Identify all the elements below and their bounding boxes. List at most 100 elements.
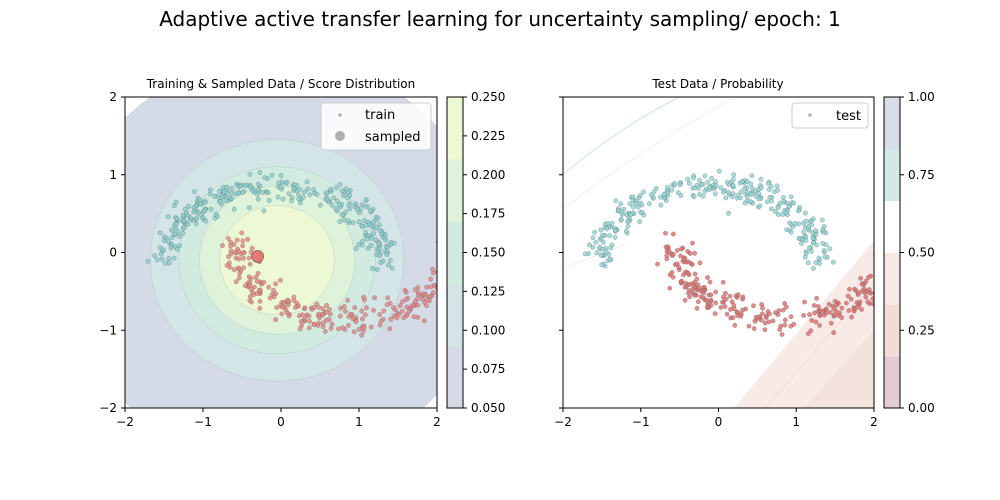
left-legend: train sampled xyxy=(320,102,432,151)
point-class-0 xyxy=(216,188,222,194)
point-class-1 xyxy=(385,295,391,301)
point-class-1 xyxy=(746,323,752,329)
point-class-1 xyxy=(767,311,772,317)
point-class-1 xyxy=(695,299,701,305)
point-class-0 xyxy=(186,204,191,209)
point-class-0 xyxy=(730,183,736,189)
point-class-0 xyxy=(346,218,351,223)
point-class-0 xyxy=(159,256,165,262)
point-class-1 xyxy=(442,273,446,277)
point-class-1 xyxy=(403,313,409,319)
point-class-0 xyxy=(613,228,618,233)
point-class-1 xyxy=(249,299,254,305)
point-class-0 xyxy=(200,215,206,221)
y-tick-label: 1 xyxy=(109,168,117,182)
point-class-1 xyxy=(863,294,869,300)
point-class-1 xyxy=(870,301,874,307)
point-class-0 xyxy=(707,184,712,190)
point-class-1 xyxy=(312,322,317,327)
right-colorbar: 1.00 0.75 0.50 0.25 0.00 xyxy=(883,90,935,415)
y-tick-label: −2 xyxy=(99,401,117,415)
point-class-0 xyxy=(154,257,160,263)
point-class-0 xyxy=(334,198,340,204)
point-class-1 xyxy=(858,276,863,281)
point-class-1 xyxy=(387,326,393,332)
point-class-1 xyxy=(240,243,245,249)
point-class-1 xyxy=(811,303,817,308)
colorbar-tick-label: 0.050 xyxy=(471,401,505,415)
point-class-0 xyxy=(709,175,715,181)
point-class-0 xyxy=(814,242,819,248)
colorbar-tick-label: 0.175 xyxy=(471,207,505,221)
point-class-0 xyxy=(318,202,323,208)
point-class-0 xyxy=(718,185,724,191)
point-class-0 xyxy=(174,216,180,222)
point-class-1 xyxy=(788,323,794,329)
point-class-1 xyxy=(695,282,701,287)
point-class-0 xyxy=(255,181,261,187)
point-class-0 xyxy=(630,204,636,210)
point-class-0 xyxy=(618,201,624,207)
point-class-0 xyxy=(619,209,625,215)
point-class-0 xyxy=(380,258,386,264)
point-class-1 xyxy=(257,298,263,304)
point-class-1 xyxy=(403,289,409,295)
point-class-1 xyxy=(879,271,883,275)
point-class-1 xyxy=(721,294,726,300)
point-class-1 xyxy=(873,296,874,298)
point-class-1 xyxy=(902,255,906,259)
point-class-0 xyxy=(152,253,158,258)
point-class-1 xyxy=(384,302,390,307)
point-class-1 xyxy=(279,311,285,317)
point-class-0 xyxy=(292,186,297,192)
probability-region-lower xyxy=(804,330,874,408)
point-class-1 xyxy=(438,298,442,302)
point-class-1 xyxy=(674,248,680,253)
colorbar-band xyxy=(447,345,463,409)
x-tick-label: 2 xyxy=(433,415,441,429)
point-class-0 xyxy=(676,190,681,196)
right-panel: Test Data / Probability −2 −1 0 1 2 test 1.0… xyxy=(554,77,935,429)
point-class-0 xyxy=(822,254,828,260)
point-class-0 xyxy=(341,193,347,198)
legend-test-marker xyxy=(808,113,812,117)
x-tick-label: 2 xyxy=(870,415,878,429)
point-class-0 xyxy=(194,202,199,208)
point-class-1 xyxy=(419,296,425,302)
point-class-1 xyxy=(249,245,255,251)
point-class-0 xyxy=(605,221,611,226)
point-class-1 xyxy=(685,249,691,254)
x-tick-label: −2 xyxy=(116,415,134,429)
point-class-1 xyxy=(665,244,671,250)
point-class-1 xyxy=(831,312,837,318)
point-class-0 xyxy=(162,260,168,266)
point-class-1 xyxy=(782,301,787,306)
point-class-1 xyxy=(692,285,698,290)
y-tick-label: 2 xyxy=(109,90,117,104)
point-class-1 xyxy=(707,279,713,285)
point-class-0 xyxy=(775,205,781,210)
point-class-1 xyxy=(371,307,376,313)
colorbar-band xyxy=(884,356,900,409)
point-class-0 xyxy=(247,172,253,177)
point-class-1 xyxy=(306,313,312,319)
point-class-1 xyxy=(732,323,738,328)
point-class-1 xyxy=(322,329,328,334)
point-class-0 xyxy=(224,184,230,190)
point-class-0 xyxy=(749,173,755,179)
point-class-0 xyxy=(202,208,207,213)
point-class-1 xyxy=(441,287,445,291)
point-class-0 xyxy=(175,246,180,252)
colorbar-tick-label: 0.75 xyxy=(908,168,935,182)
point-class-0 xyxy=(803,238,809,243)
legend-sampled-marker xyxy=(335,131,345,141)
point-class-0 xyxy=(177,234,182,239)
point-class-0 xyxy=(377,222,382,228)
point-class-0 xyxy=(266,198,272,203)
colorbar-band xyxy=(884,252,900,305)
contour-level-4 xyxy=(219,205,335,316)
point-class-1 xyxy=(788,314,794,320)
colorbar-tick-label: 1.00 xyxy=(908,90,935,104)
point-class-1 xyxy=(388,316,394,322)
point-class-1 xyxy=(664,253,670,258)
